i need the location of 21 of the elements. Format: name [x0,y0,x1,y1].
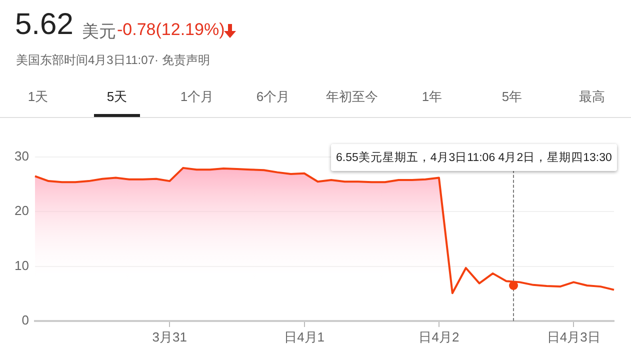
text: 年初至今 [326,88,378,106]
text: -0.78(12.19%) [117,20,225,40]
text: 美元 [82,21,116,43]
x-tick-label: 日4月3日 [546,329,600,344]
x-tick-label: 3月31 [152,329,188,344]
text: 6个月 [256,88,290,106]
y-tick-label: 0 [22,312,29,328]
text: 1个月 [180,88,214,106]
x-tick-label: 日4月2 [418,329,460,344]
x-tick-label: 日4月1 [284,329,325,344]
text: 5天 [106,88,128,106]
text: 最高 [579,88,605,106]
text: 5年 [502,88,522,106]
y-tick-label: 30 [14,148,29,164]
text: 美国东部时间4月3日11:07· 免责声明 [16,52,210,69]
text: 1天 [28,88,48,106]
chart-title: 5.62 [15,8,74,42]
y-tick-label: 20 [14,203,29,218]
annotation: 6.55美元星期五，4月3日11:06 4月2日，星期四13:30 [331,144,617,171]
y-tick-label: 10 [14,258,29,273]
text: 1年 [422,88,442,106]
